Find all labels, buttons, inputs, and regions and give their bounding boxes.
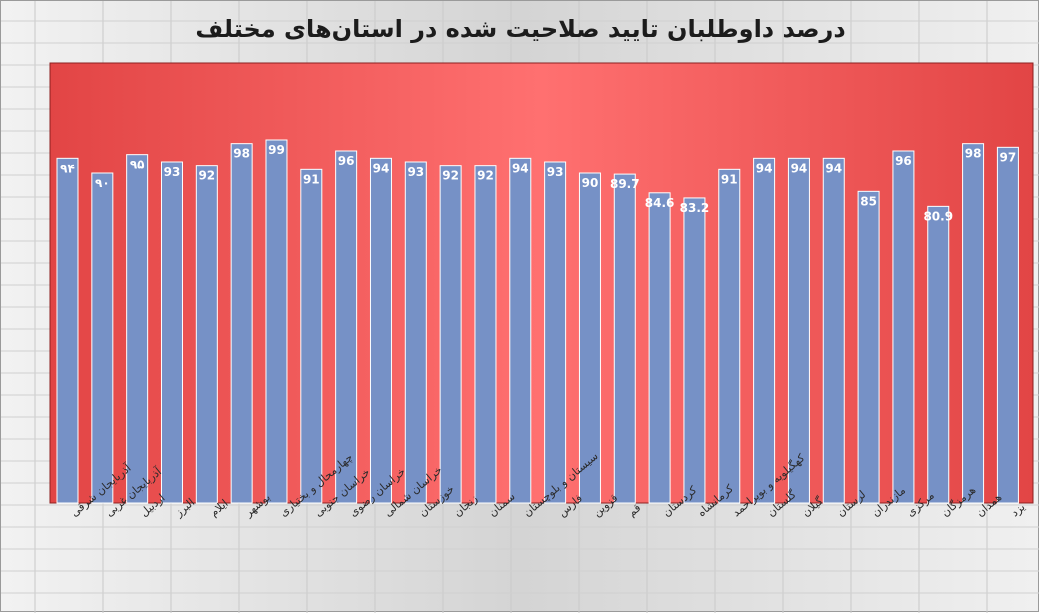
data-label: 96	[338, 154, 355, 168]
data-label: 97	[1000, 150, 1017, 164]
bar	[509, 157, 532, 504]
data-labels: ۹۴ ۹۰ ۹۵ 93 92 98 99 91 96 94 93 92 92 94 93 90 89.7 84.6…	[60, 143, 1016, 223]
bar	[56, 157, 79, 504]
bar	[195, 165, 218, 504]
bar	[753, 157, 776, 504]
data-label: 94	[756, 161, 773, 175]
data-label: 99	[268, 143, 285, 157]
bar	[718, 168, 741, 504]
bar	[578, 172, 601, 504]
data-label: ۹۰	[95, 176, 110, 190]
bar	[544, 161, 567, 504]
bar	[439, 165, 462, 504]
data-label: 94	[825, 161, 842, 175]
bar	[962, 143, 985, 504]
data-label: 94	[512, 161, 529, 175]
bar	[369, 157, 392, 504]
bar-series	[56, 139, 1019, 504]
data-label: 92	[198, 169, 215, 183]
chart-title: درصد داوطلبان تایید صلاحیت شده در استان‌…	[195, 15, 846, 43]
data-label: 93	[407, 165, 424, 179]
bar	[160, 161, 183, 504]
bar	[927, 205, 950, 504]
data-label: ۹۵	[130, 158, 145, 172]
data-label: 90	[582, 176, 599, 190]
bar	[335, 150, 358, 504]
bar	[787, 157, 810, 504]
data-label: 93	[164, 165, 181, 179]
bar	[857, 190, 880, 504]
data-label: 93	[547, 165, 564, 179]
bar	[474, 165, 497, 504]
data-label: 85	[860, 194, 877, 208]
bar	[822, 157, 845, 504]
data-label: ۹۴	[60, 161, 75, 175]
data-label: 91	[721, 172, 738, 186]
data-label: 83.2	[680, 201, 710, 215]
bar	[648, 192, 671, 504]
bar	[230, 143, 253, 504]
bar	[265, 139, 288, 504]
bar	[91, 172, 114, 504]
bar	[892, 150, 915, 504]
data-label: 91	[303, 172, 320, 186]
data-label: 98	[965, 147, 982, 161]
bar	[613, 173, 636, 504]
data-label: 84.6	[645, 196, 675, 210]
x-tick-label: قم	[625, 501, 643, 519]
bar	[996, 146, 1019, 504]
bar	[300, 168, 323, 504]
data-label: 94	[373, 161, 390, 175]
data-label: 94	[791, 161, 808, 175]
data-label: 98	[233, 147, 250, 161]
data-label: 96	[895, 154, 912, 168]
data-label: 80.9	[923, 209, 953, 223]
data-label: 92	[442, 169, 459, 183]
data-label: 92	[477, 169, 494, 183]
bar	[404, 161, 427, 504]
data-label: 89.7	[610, 177, 640, 191]
bar	[126, 154, 149, 504]
bar	[683, 197, 706, 504]
